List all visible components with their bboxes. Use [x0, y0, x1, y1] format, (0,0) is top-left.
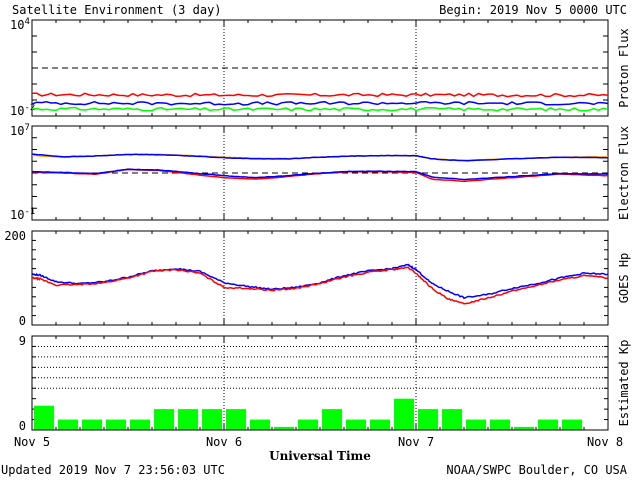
x-tick-label: Nov 5: [14, 435, 50, 449]
y-axis-label: GOES Hp: [617, 253, 631, 304]
updated-timestamp: Updated 2019 Nov 7 23:56:03 UTC: [1, 463, 225, 477]
goes-hp-panel: 200 0 GOES Hp: [4, 229, 631, 328]
y-tick-label: 200: [4, 229, 26, 243]
y-tick-label: 10-1: [10, 207, 35, 222]
x-tick-label: Nov 6: [206, 435, 242, 449]
y-tick-base: 10: [10, 18, 24, 32]
kp-bar: [346, 419, 366, 430]
begin-label: Begin: 2019 Nov 5 0000 UTC: [439, 3, 627, 17]
x-axis-label: Universal Time: [269, 449, 371, 463]
chart-title: Satellite Environment (3 day): [12, 3, 222, 17]
series-line: [31, 92, 609, 98]
kp-bar: [418, 409, 438, 430]
y-axis-label: Estimated Kp: [617, 340, 631, 427]
kp-bar: [370, 419, 390, 430]
kp-bar: [178, 409, 198, 430]
kp-bar: [154, 409, 174, 430]
kp-bar: [514, 426, 534, 430]
y-tick-exponent: 7: [24, 123, 29, 133]
series-line: [31, 100, 609, 106]
y-tick-label: 107: [10, 123, 30, 138]
y-tick-base: 10: [10, 208, 24, 222]
kp-bar: [490, 419, 510, 430]
series-line: [31, 266, 609, 305]
kp-bar: [442, 409, 462, 430]
panel-frame: [31, 335, 609, 431]
kp-bar: [466, 419, 486, 430]
kp-bar: [58, 419, 78, 430]
panel-frame: [31, 335, 609, 431]
series-line: [31, 168, 609, 181]
y-tick-base: 10: [10, 104, 24, 118]
y-tick-label: 9: [19, 334, 26, 348]
kp-bar: [274, 426, 294, 430]
y-tick-base: 10: [10, 124, 24, 138]
y-axis-label: Proton Flux: [617, 28, 631, 107]
kp-bar: [394, 398, 414, 430]
x-tick-label: Nov 7: [398, 435, 434, 449]
source-credit: NOAA/SWPC Boulder, CO USA: [446, 463, 627, 477]
estimated-kp-panel: 9 0 Estimated Kp: [19, 334, 631, 433]
kp-bar: [226, 409, 246, 430]
kp-bar: [130, 419, 150, 430]
y-tick-label: 10-2: [10, 103, 35, 118]
kp-bar: [202, 409, 222, 430]
y-tick-label: 104: [10, 17, 30, 32]
series-line: [31, 263, 609, 300]
y-tick-exponent: 4: [24, 17, 29, 27]
kp-bar: [562, 419, 582, 430]
kp-bar: [538, 419, 558, 430]
x-tick-label: Nov 8: [587, 435, 623, 449]
series-line: [31, 153, 609, 162]
kp-bar: [82, 419, 102, 430]
kp-bar: [106, 419, 126, 430]
y-tick-exponent: -2: [24, 103, 35, 113]
y-tick-label: 0: [19, 314, 26, 328]
y-tick-label: 0: [19, 419, 26, 433]
series-line: [31, 106, 609, 112]
kp-bar: [298, 419, 318, 430]
kp-bar: [34, 405, 54, 430]
kp-bar: [322, 409, 342, 430]
y-axis-label: Electron Flux: [617, 126, 631, 220]
y-tick-exponent: -1: [24, 207, 35, 217]
kp-bar: [250, 419, 270, 430]
panel-frame: [31, 230, 609, 326]
